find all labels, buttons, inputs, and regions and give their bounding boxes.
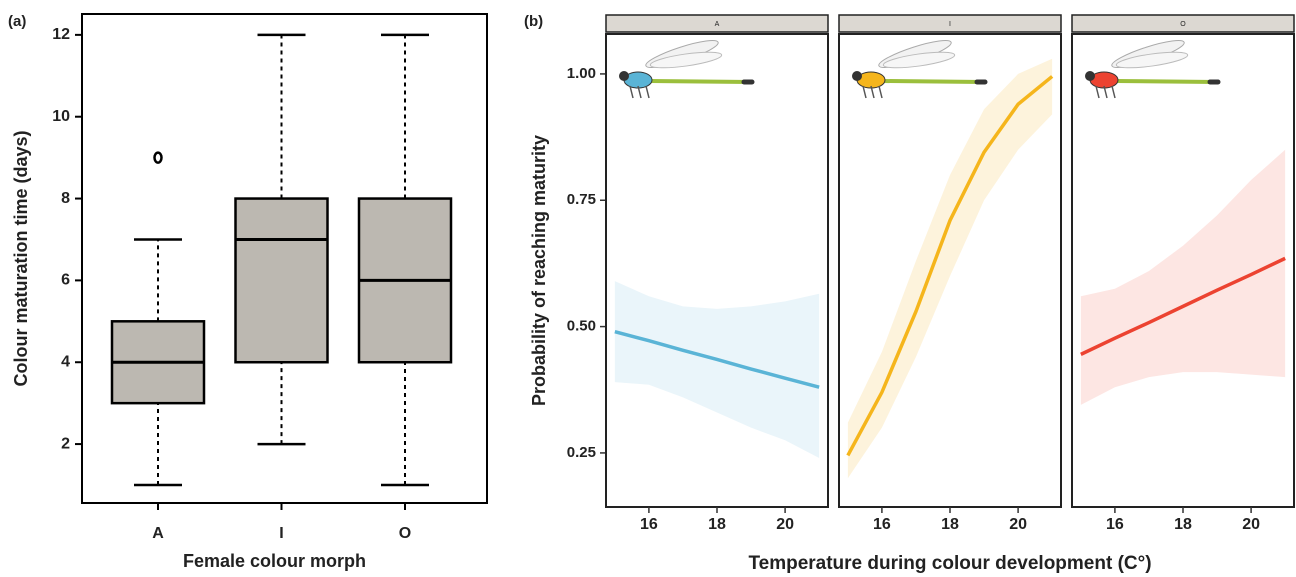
panel-label: (a)	[8, 13, 26, 30]
icon-head	[1085, 71, 1095, 81]
facet-strip-label: O	[1180, 21, 1186, 28]
ribbon	[615, 281, 819, 458]
x-tick-label: 20	[1009, 516, 1027, 533]
x-axis-title: Female colour morph	[183, 551, 366, 571]
x-tick-label: 16	[873, 516, 891, 533]
y-tick-label: 0.25	[567, 444, 596, 461]
icon-abdomen	[1116, 81, 1216, 82]
y-tick-label: 6	[61, 272, 70, 289]
ribbon	[1081, 150, 1285, 405]
x-tick-label: 20	[776, 516, 794, 533]
x-tick-label: 18	[1174, 516, 1192, 533]
x-tick-label: O	[399, 525, 411, 542]
box	[236, 199, 328, 363]
x-tick-label: 20	[1242, 516, 1260, 533]
x-tick-label: 16	[640, 516, 658, 533]
facet-strip-label: I	[949, 21, 951, 28]
x-axis-title: Temperature during colour development (C…	[748, 553, 1151, 574]
ribbon	[848, 59, 1052, 478]
figure: (a) 2 4 6 8 10 12 Colour maturation time (days)…	[0, 0, 1296, 577]
facet: I 16 18 20	[839, 15, 1061, 533]
x-tick-label: 16	[1106, 516, 1124, 533]
y-tick-label: 12	[52, 26, 70, 43]
y-tick-label: 2	[61, 435, 70, 452]
facet: A 16 18 20	[606, 15, 828, 533]
facet-strip-label: A	[715, 21, 720, 28]
y-tick-label: 1.00	[567, 65, 596, 82]
icon-leg	[1112, 86, 1115, 98]
y-tick-label: 8	[61, 190, 70, 207]
icon-head	[619, 71, 629, 81]
y-axis-title: Colour maturation time (days)	[11, 130, 31, 386]
y-tick-label: 10	[52, 108, 70, 125]
y-tick-label: 0.75	[567, 191, 596, 208]
icon-leg	[646, 86, 649, 98]
y-axis-title: Probability of reaching maturity	[529, 135, 549, 406]
y-tick-label: 4	[61, 353, 70, 370]
outlier	[155, 153, 162, 163]
facet: O 16 18 20	[1072, 15, 1294, 533]
icon-abdomen	[650, 81, 750, 82]
panel-label: (b)	[524, 13, 543, 30]
x-tick-label: I	[279, 525, 283, 542]
icon-leg	[879, 86, 882, 98]
x-tick-label: 18	[708, 516, 726, 533]
icon-head	[852, 71, 862, 81]
x-tick-label: A	[152, 525, 164, 542]
y-tick-label: 0.50	[567, 318, 596, 335]
x-tick-label: 18	[941, 516, 959, 533]
icon-abdomen	[883, 81, 983, 82]
